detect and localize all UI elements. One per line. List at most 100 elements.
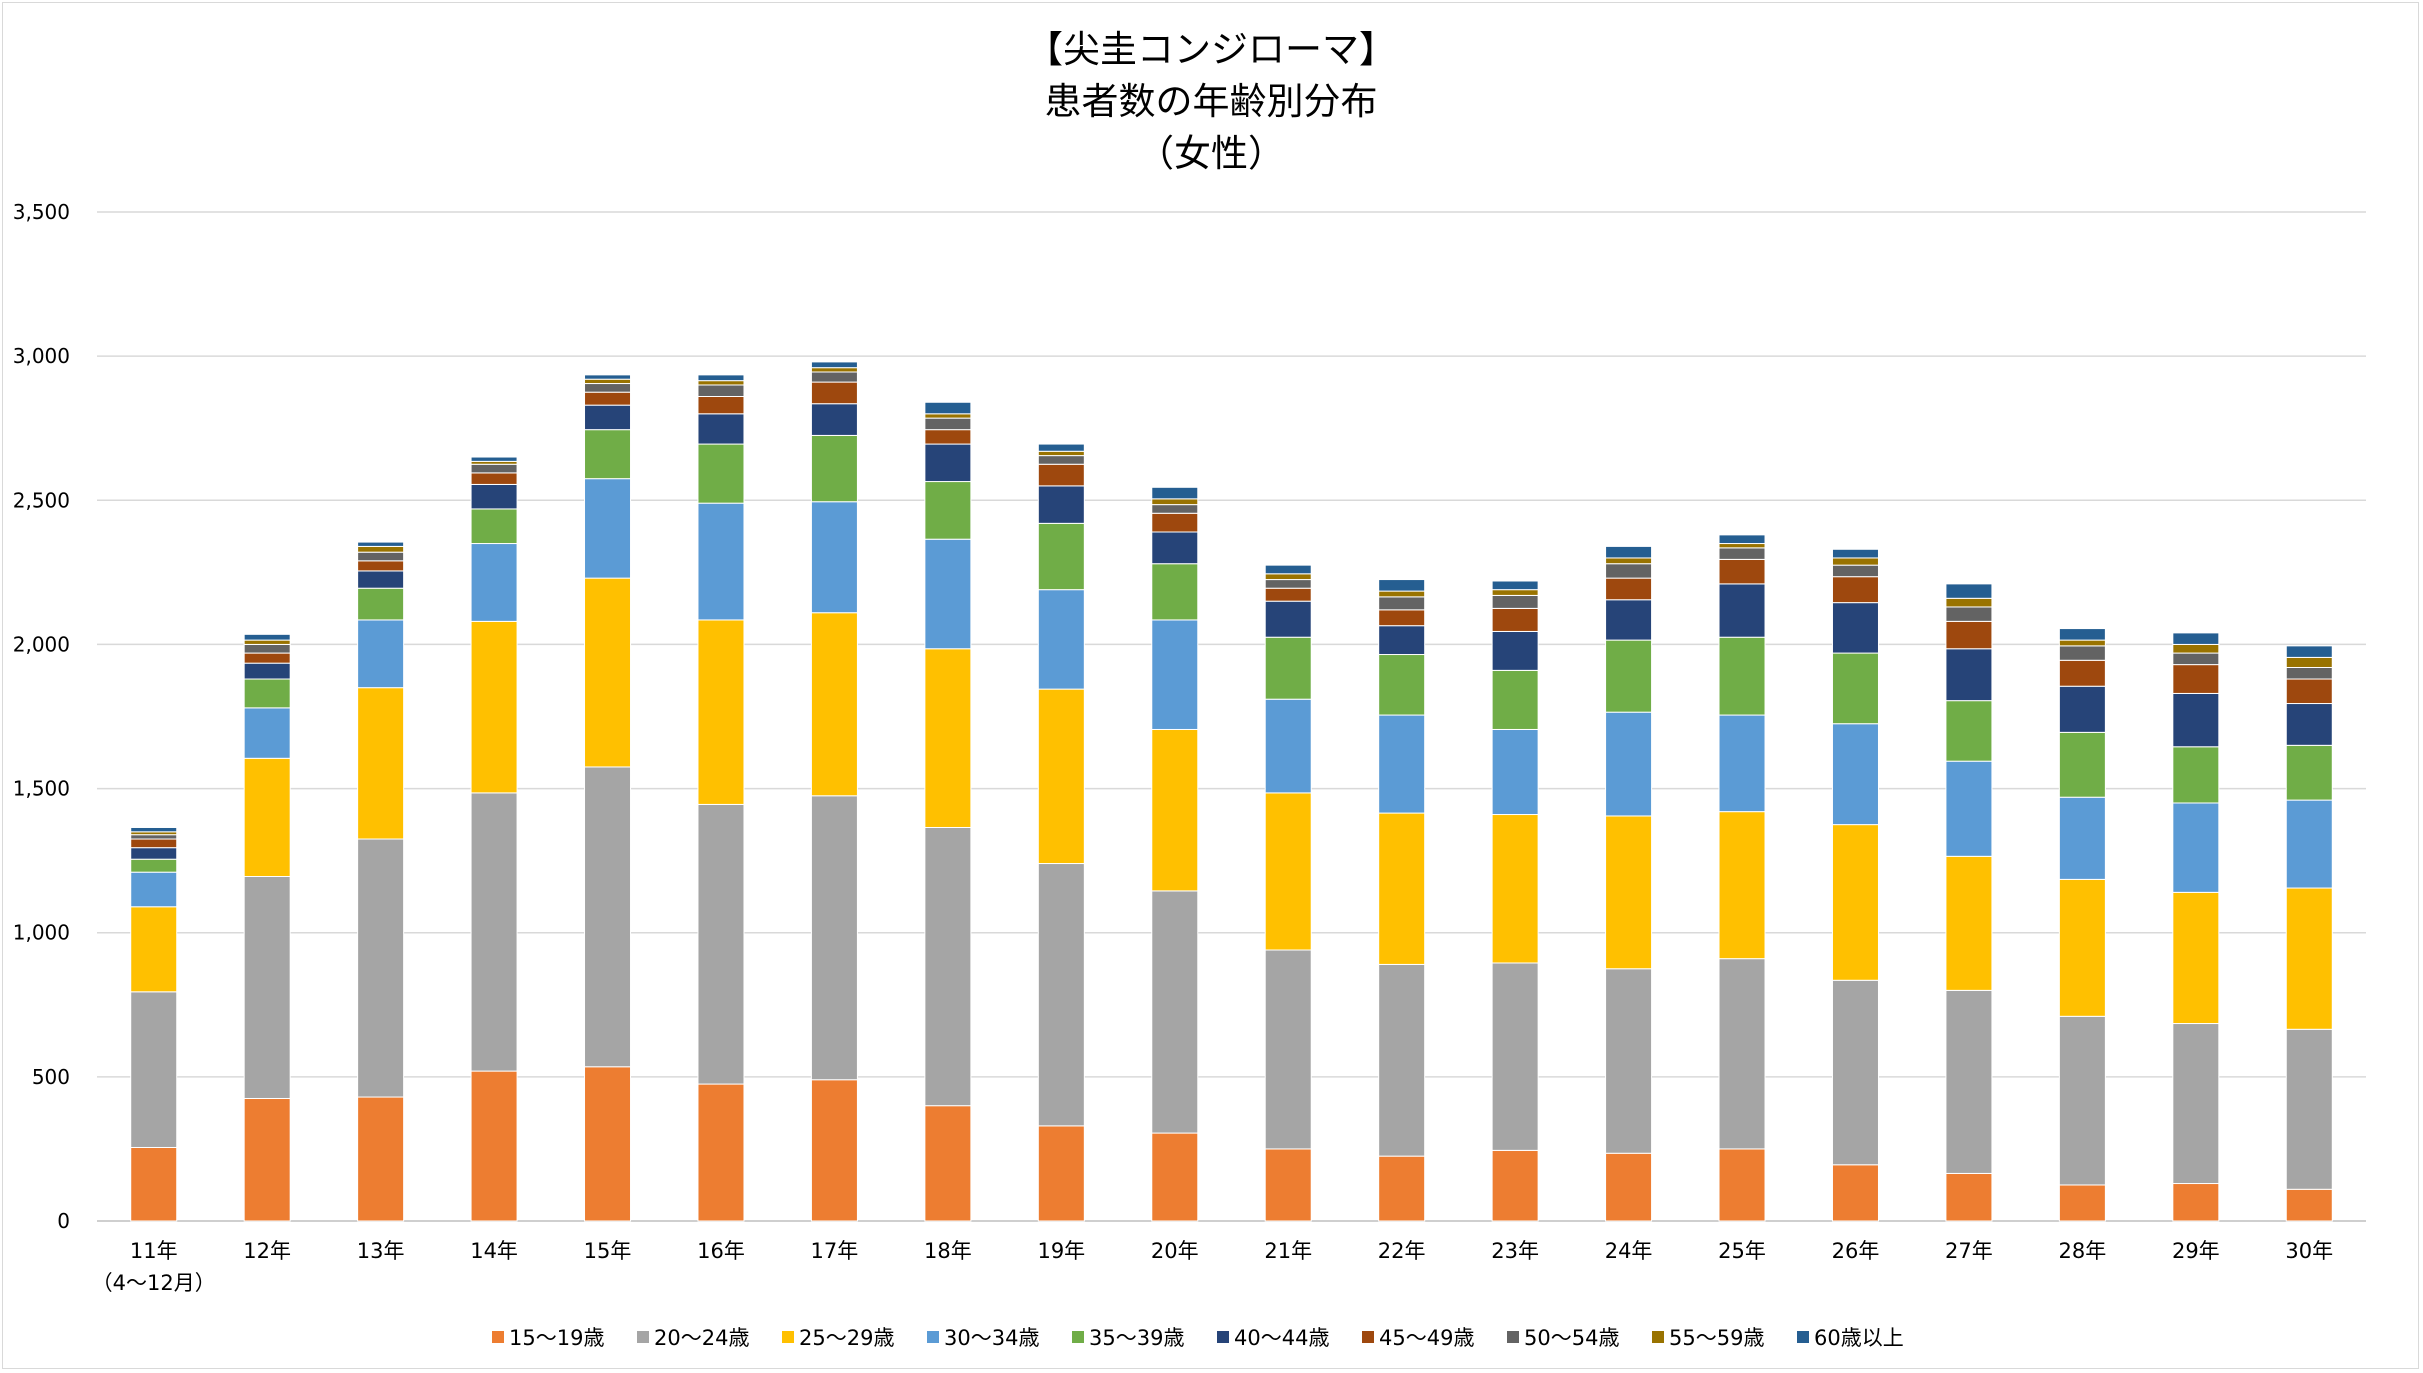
bar-segment (1264, 949, 1312, 1150)
bar-segment (1831, 723, 1879, 826)
legend-item: 15～19歳 (492, 1326, 604, 1350)
bar-segment (1491, 962, 1539, 1151)
bar-segment (357, 619, 405, 689)
bar-segment (1831, 548, 1879, 559)
bar-segment (1718, 714, 1766, 813)
bar-segment (1264, 573, 1312, 581)
bar-segment (1831, 602, 1879, 654)
legend-label: 45～49歳 (1379, 1326, 1474, 1350)
bar-segment (2285, 703, 2333, 746)
bar-segment (1491, 607, 1539, 632)
bar-segment (2172, 652, 2220, 666)
bar-segment (584, 374, 632, 380)
bar-segment (1605, 639, 1653, 713)
bar-segment (243, 652, 291, 664)
bar-segment (584, 378, 632, 385)
bar-segment (1378, 963, 1426, 1157)
bar-segment (1037, 1125, 1085, 1222)
legend-item: 25～29歳 (782, 1326, 894, 1350)
bar-segment (1378, 1155, 1426, 1222)
bar-segment (1491, 594, 1539, 609)
bars (130, 361, 2333, 1222)
bar-segment (810, 795, 858, 1081)
x-tick-label: 12年 (243, 1239, 291, 1263)
bar-segment (1151, 504, 1199, 514)
legend-label: 60歳以上 (1814, 1326, 1904, 1350)
bar-segment (130, 871, 178, 908)
bar-segment (2058, 685, 2106, 733)
x-tick-sublabel: （4～12月） (92, 1271, 216, 1295)
x-tick-label: 23年 (1491, 1239, 1539, 1263)
bar-segment (810, 403, 858, 436)
legend-label: 55～59歳 (1669, 1326, 1764, 1350)
bar-segment (1037, 589, 1085, 690)
bar-segment (243, 707, 291, 759)
bar-segment (1605, 968, 1653, 1154)
bar-segment (2058, 628, 2106, 641)
bar-segment (810, 501, 858, 614)
legend-label: 30～34歳 (944, 1326, 1039, 1350)
bar-segment (924, 401, 972, 415)
bar-segment (1037, 450, 1085, 457)
bar-segment (924, 481, 972, 540)
bar-segment (1605, 563, 1653, 579)
x-tick-label: 16年 (697, 1239, 745, 1263)
legend-swatch (1362, 1331, 1374, 1343)
bar-segment (1491, 589, 1539, 596)
bar-segment (2058, 731, 2106, 798)
x-tick-label: 11年 (130, 1239, 178, 1263)
bar-segment (1264, 698, 1312, 794)
y-tick-label: 500 (32, 1065, 70, 1089)
x-tick-label: 26年 (1832, 1239, 1880, 1263)
bar-segment (243, 633, 291, 641)
bar-segment (1605, 815, 1653, 970)
bar-segment (2058, 639, 2106, 647)
bar-segment (1491, 580, 1539, 591)
bar-segment (1945, 583, 1993, 599)
bar-segment (1378, 654, 1426, 716)
bar-segment (1831, 564, 1879, 578)
bar-segment (470, 483, 518, 510)
bar-segment (1378, 609, 1426, 627)
grid-lines (97, 211, 2366, 1222)
bar-segment (2172, 692, 2220, 748)
bar-segment (357, 587, 405, 621)
bar-segment (584, 478, 632, 579)
legend-swatch (1652, 1331, 1664, 1343)
chart-title-line-1: 【尖圭コンジローマ】 (1026, 28, 1396, 71)
bar-segment (810, 434, 858, 503)
bar-segment (243, 757, 291, 877)
bar-segment (924, 413, 972, 419)
x-tick-label: 17年 (811, 1239, 859, 1263)
bar-segment (1718, 534, 1766, 545)
bar-segment (130, 834, 178, 840)
bar-segment (1378, 596, 1426, 611)
bar-segment (2285, 666, 2333, 680)
bar-segment (1718, 811, 1766, 960)
bar-segment (1037, 485, 1085, 524)
bar-segment (1264, 600, 1312, 638)
bar-segment (2285, 799, 2333, 889)
bar-segment (1945, 620, 1993, 650)
bar-segment (130, 858, 178, 873)
bar-segment (1151, 498, 1199, 506)
bar-segment (697, 413, 745, 445)
legend-swatch (637, 1331, 649, 1343)
x-tick-label: 30年 (2285, 1239, 2333, 1263)
bar-segment (470, 792, 518, 1072)
bar-segment (584, 1066, 632, 1222)
bar-segment (924, 429, 972, 445)
bar-segment (470, 620, 518, 794)
bar-segment (697, 619, 745, 805)
bar-segment (1151, 531, 1199, 565)
bar-segment (470, 1070, 518, 1222)
bar-segment (357, 545, 405, 553)
bar-segment (1831, 576, 1879, 604)
bar-segment (697, 803, 745, 1085)
legend-label: 40～44歳 (1234, 1326, 1329, 1350)
legend-swatch (1217, 1331, 1229, 1343)
bar-segment (1151, 728, 1199, 892)
legend-label: 25～29歳 (799, 1326, 894, 1350)
bar-segment (1718, 958, 1766, 1150)
bar-segment (243, 1097, 291, 1222)
